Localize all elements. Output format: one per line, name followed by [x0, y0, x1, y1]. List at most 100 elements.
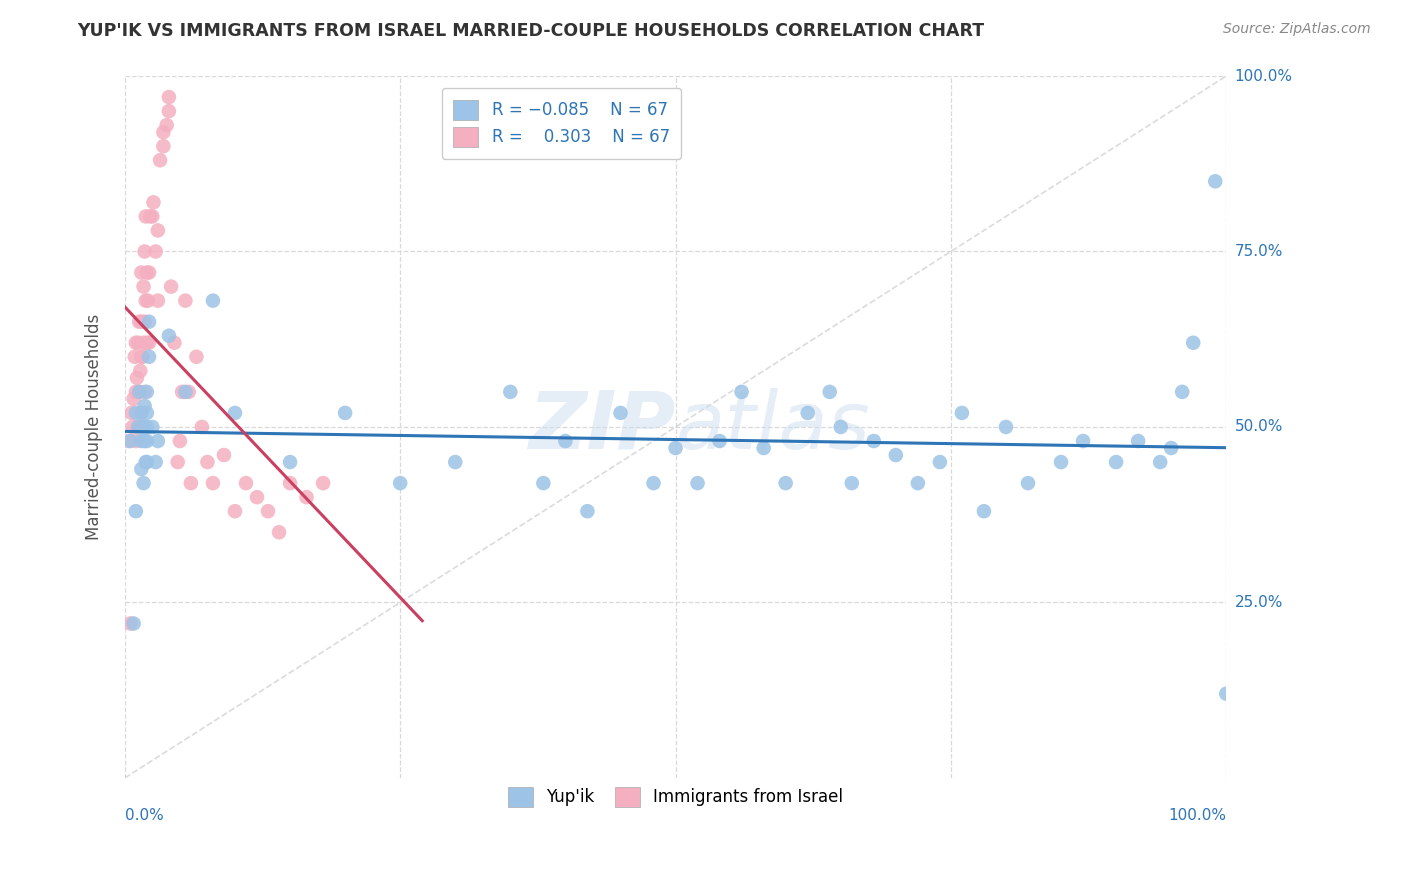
Point	[127, 420, 149, 434]
Point	[135, 455, 157, 469]
Point	[278, 476, 301, 491]
Point	[312, 476, 335, 491]
Point	[576, 504, 599, 518]
Text: YUP'IK VS IMMIGRANTS FROM ISRAEL MARRIED-COUPLE HOUSEHOLDS CORRELATION CHART: YUP'IK VS IMMIGRANTS FROM ISRAEL MARRIED…	[77, 22, 984, 40]
Point	[841, 476, 863, 491]
Point	[135, 293, 157, 308]
Point	[134, 434, 156, 448]
Point	[752, 441, 775, 455]
Text: 75.0%: 75.0%	[1234, 244, 1282, 259]
Point	[128, 315, 150, 329]
Point	[174, 384, 197, 399]
Point	[333, 406, 356, 420]
Point	[686, 476, 709, 491]
Point	[120, 616, 142, 631]
Point	[135, 266, 157, 280]
Legend: Yup'ik, Immigrants from Israel: Yup'ik, Immigrants from Israel	[499, 778, 851, 815]
Point	[134, 244, 156, 259]
Point	[149, 153, 172, 168]
Point	[131, 406, 153, 420]
Point	[609, 406, 631, 420]
Point	[1160, 441, 1182, 455]
Point	[125, 406, 148, 420]
Text: 25.0%: 25.0%	[1234, 595, 1282, 610]
Point	[818, 384, 841, 399]
Point	[156, 118, 179, 132]
Point	[160, 279, 183, 293]
Point	[643, 476, 665, 491]
Point	[131, 406, 153, 420]
Point	[174, 293, 197, 308]
Point	[125, 335, 148, 350]
Point	[862, 434, 884, 448]
Point	[131, 434, 153, 448]
Point	[141, 210, 163, 224]
Point	[131, 266, 153, 280]
Point	[121, 420, 143, 434]
Point	[796, 406, 818, 420]
Point	[830, 420, 852, 434]
Point	[994, 420, 1017, 434]
Point	[1215, 687, 1237, 701]
Point	[135, 420, 157, 434]
Point	[499, 384, 522, 399]
Point	[973, 504, 995, 518]
Point	[138, 335, 160, 350]
Point	[197, 455, 219, 469]
Point	[132, 335, 155, 350]
Point	[145, 244, 167, 259]
Point	[1171, 384, 1194, 399]
Point	[128, 384, 150, 399]
Point	[907, 476, 929, 491]
Point	[135, 210, 157, 224]
Point	[1126, 434, 1149, 448]
Point	[278, 455, 301, 469]
Point	[146, 293, 169, 308]
Point	[246, 490, 269, 504]
Point	[131, 420, 153, 434]
Point	[129, 420, 152, 434]
Point	[138, 315, 160, 329]
Point	[131, 350, 153, 364]
Text: atlas: atlas	[675, 388, 870, 466]
Point	[1105, 455, 1128, 469]
Point	[132, 279, 155, 293]
Point	[1204, 174, 1226, 188]
Point	[201, 293, 224, 308]
Point	[127, 420, 149, 434]
Point	[124, 350, 146, 364]
Point	[132, 420, 155, 434]
Point	[1149, 455, 1171, 469]
Point	[1071, 434, 1094, 448]
Point	[135, 420, 157, 434]
Point	[125, 384, 148, 399]
Point	[131, 315, 153, 329]
Point	[152, 139, 174, 153]
Point	[132, 476, 155, 491]
Point	[709, 434, 731, 448]
Point	[131, 462, 153, 476]
Point	[120, 406, 142, 420]
Point	[122, 392, 145, 406]
Point	[163, 335, 186, 350]
Point	[664, 441, 686, 455]
Point	[775, 476, 797, 491]
Point	[928, 455, 950, 469]
Point	[135, 384, 157, 399]
Point	[950, 406, 973, 420]
Point	[134, 315, 156, 329]
Point	[212, 448, 235, 462]
Point	[295, 490, 318, 504]
Point	[166, 455, 188, 469]
Point	[235, 476, 257, 491]
Point	[139, 210, 162, 224]
Point	[120, 434, 142, 448]
Point	[134, 399, 156, 413]
Point	[554, 434, 576, 448]
Point	[146, 223, 169, 237]
Point	[1017, 476, 1039, 491]
Point	[138, 350, 160, 364]
Point	[884, 448, 907, 462]
Point	[125, 371, 148, 385]
Text: 100.0%: 100.0%	[1234, 69, 1292, 84]
